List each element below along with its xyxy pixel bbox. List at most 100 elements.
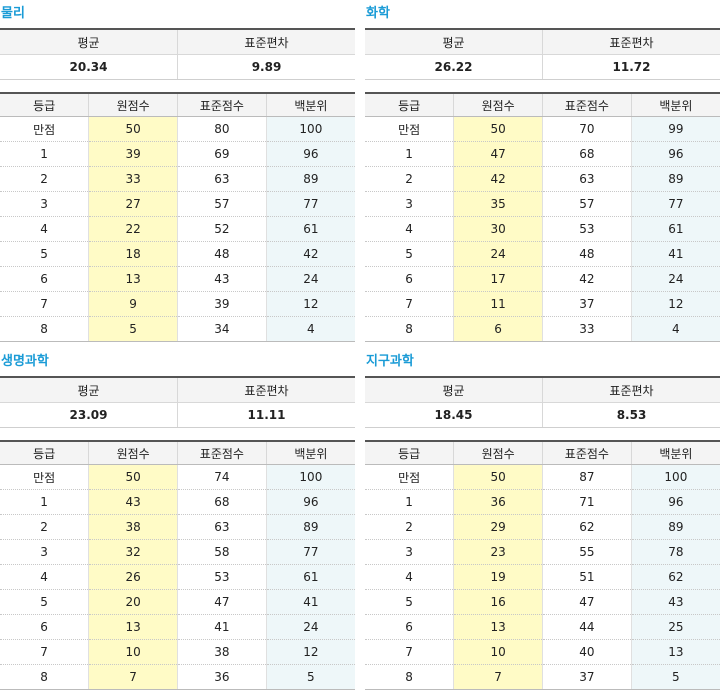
grade-header: 등급 <box>0 441 89 465</box>
grade-table: 등급 원점수 표준점수 백분위 만점 50 74 100 1 43 68 96 … <box>0 440 355 690</box>
standard-score-cell: 51 <box>543 565 632 590</box>
standard-score-cell: 36 <box>178 665 267 690</box>
raw-score-cell: 20 <box>89 590 178 615</box>
table-row: 3 27 57 77 <box>0 192 355 217</box>
percentile-cell: 89 <box>631 167 720 192</box>
raw-score-cell: 50 <box>89 465 178 490</box>
table-row: 만점 50 74 100 <box>0 465 355 490</box>
percentile-cell: 78 <box>631 540 720 565</box>
raw-score-cell: 29 <box>454 515 543 540</box>
percentile-cell: 61 <box>266 217 355 242</box>
grade-cell: 만점 <box>0 117 89 142</box>
standard-score-header: 표준점수 <box>178 93 267 117</box>
table-row: 8 7 36 5 <box>0 665 355 690</box>
percentile-cell: 77 <box>631 192 720 217</box>
percentile-cell: 24 <box>266 615 355 640</box>
grade-cell: 4 <box>365 217 454 242</box>
standard-score-cell: 37 <box>543 665 632 690</box>
raw-score-cell: 10 <box>454 640 543 665</box>
percentile-cell: 24 <box>631 267 720 292</box>
grade-cell: 4 <box>0 565 89 590</box>
raw-score-cell: 13 <box>454 615 543 640</box>
summary-table: 평균 표준편차 18.45 8.53 <box>365 376 720 428</box>
summary-table: 평균 표준편차 26.22 11.72 <box>365 28 720 80</box>
percentile-cell: 77 <box>266 540 355 565</box>
percentile-cell: 5 <box>266 665 355 690</box>
standard-score-cell: 74 <box>178 465 267 490</box>
percentile-cell: 41 <box>266 590 355 615</box>
table-row: 2 38 63 89 <box>0 515 355 540</box>
table-row: 5 20 47 41 <box>0 590 355 615</box>
standard-score-cell: 69 <box>178 142 267 167</box>
standard-score-cell: 38 <box>178 640 267 665</box>
standard-score-cell: 48 <box>543 242 632 267</box>
grade-cell: 8 <box>0 317 89 342</box>
percentile-cell: 12 <box>631 292 720 317</box>
standard-score-header: 표준점수 <box>543 441 632 465</box>
grade-cell: 6 <box>365 615 454 640</box>
subject-panel: 화학 평균 표준편차 26.22 11.72 등급 원점수 표준점수 백분위 만… <box>365 0 720 342</box>
table-row: 2 42 63 89 <box>365 167 720 192</box>
percentile-cell: 62 <box>631 565 720 590</box>
standard-score-cell: 57 <box>178 192 267 217</box>
percentile-cell: 61 <box>631 217 720 242</box>
raw-score-cell: 16 <box>454 590 543 615</box>
grade-cell: 4 <box>0 217 89 242</box>
percentile-cell: 89 <box>631 515 720 540</box>
grade-cell: 8 <box>365 665 454 690</box>
percentile-cell: 43 <box>631 590 720 615</box>
percentile-header: 백분위 <box>266 93 355 117</box>
subject-title: 생명과학 <box>0 348 355 376</box>
std-value: 9.89 <box>178 55 356 80</box>
table-row: 8 5 34 4 <box>0 317 355 342</box>
grade-cell: 2 <box>0 167 89 192</box>
standard-score-cell: 42 <box>543 267 632 292</box>
mean-header: 평균 <box>0 29 178 55</box>
standard-score-cell: 63 <box>178 515 267 540</box>
standard-score-cell: 37 <box>543 292 632 317</box>
std-value: 11.11 <box>178 403 356 428</box>
percentile-cell: 96 <box>266 490 355 515</box>
table-row: 4 26 53 61 <box>0 565 355 590</box>
standard-score-cell: 63 <box>543 167 632 192</box>
raw-score-cell: 11 <box>454 292 543 317</box>
table-row: 5 24 48 41 <box>365 242 720 267</box>
grade-cell: 4 <box>365 565 454 590</box>
grade-cell: 1 <box>0 490 89 515</box>
mean-value: 18.45 <box>365 403 543 428</box>
table-row: 1 43 68 96 <box>0 490 355 515</box>
subject-title: 물리 <box>0 0 355 28</box>
percentile-cell: 96 <box>266 142 355 167</box>
grade-cell: 7 <box>365 292 454 317</box>
standard-score-header: 표준점수 <box>178 441 267 465</box>
percentile-cell: 77 <box>266 192 355 217</box>
raw-score-cell: 27 <box>89 192 178 217</box>
grade-header: 등급 <box>365 441 454 465</box>
standard-score-cell: 71 <box>543 490 632 515</box>
std-header: 표준편차 <box>178 29 356 55</box>
grade-cell: 5 <box>0 242 89 267</box>
percentile-header: 백분위 <box>631 93 720 117</box>
standard-score-cell: 87 <box>543 465 632 490</box>
raw-score-cell: 7 <box>89 665 178 690</box>
raw-score-header: 원점수 <box>89 93 178 117</box>
standard-score-cell: 48 <box>178 242 267 267</box>
raw-score-header: 원점수 <box>454 93 543 117</box>
percentile-cell: 12 <box>266 292 355 317</box>
raw-score-cell: 9 <box>89 292 178 317</box>
standard-score-cell: 62 <box>543 515 632 540</box>
percentile-header: 백분위 <box>631 441 720 465</box>
standard-score-cell: 43 <box>178 267 267 292</box>
raw-score-cell: 7 <box>454 665 543 690</box>
raw-score-cell: 26 <box>89 565 178 590</box>
raw-score-cell: 32 <box>89 540 178 565</box>
mean-header: 평균 <box>0 377 178 403</box>
raw-score-cell: 50 <box>454 465 543 490</box>
table-row: 6 13 41 24 <box>0 615 355 640</box>
raw-score-cell: 6 <box>454 317 543 342</box>
percentile-cell: 13 <box>631 640 720 665</box>
mean-value: 23.09 <box>0 403 178 428</box>
table-row: 3 32 58 77 <box>0 540 355 565</box>
standard-score-cell: 63 <box>178 167 267 192</box>
grade-cell: 8 <box>0 665 89 690</box>
